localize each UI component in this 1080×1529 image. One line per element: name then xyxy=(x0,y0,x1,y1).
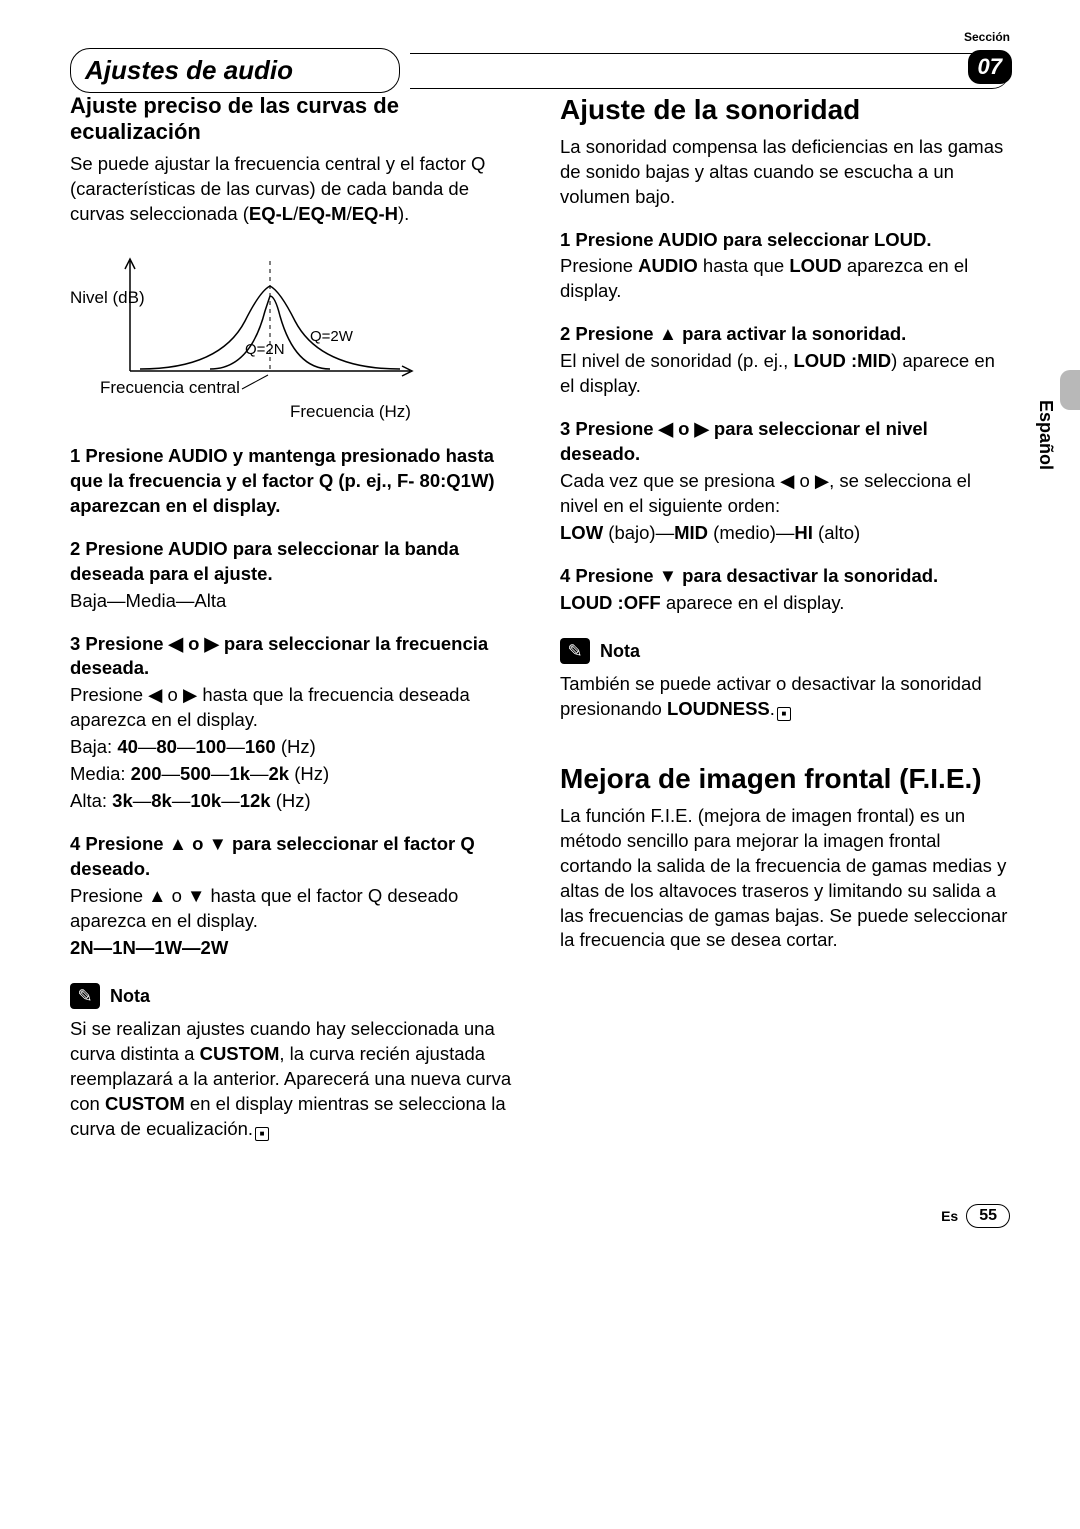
right-step-3-levels: LOW (bajo)—MID (medio)—HI (alto) xyxy=(560,521,1010,546)
right-step-1-body: Presione AUDIO hasta que LOUD aparezca e… xyxy=(560,254,1010,304)
left-step-3-alta: Alta: 3k—8k—10k—12k (Hz) xyxy=(70,789,520,814)
right-step-3: 3 Presione ◀ o ▶ para seleccionar el niv… xyxy=(560,417,1010,467)
footer-lang: Es xyxy=(941,1208,958,1224)
left-step-1: 1 Presione AUDIO y mantenga presionado h… xyxy=(70,444,520,519)
nota-label-right: Nota xyxy=(600,641,640,662)
left-nota-body: Si se realizan ajustes cuando hay selecc… xyxy=(70,1017,520,1142)
eq-curve-diagram: Nivel (dB) Q=2N Q=2W Frecuencia central … xyxy=(70,241,520,426)
right-nota-body: También se puede activar o desactivar la… xyxy=(560,672,1010,722)
language-label: Español xyxy=(1035,400,1056,470)
diagram-label-q2n: Q=2N xyxy=(245,341,285,358)
right-step-3-body: Cada vez que se presiona ◀ o ▶, se selec… xyxy=(560,469,1010,519)
left-step-4-values: 2N—1N—1W—2W xyxy=(70,936,520,961)
nota-label: Nota xyxy=(110,986,150,1007)
end-mark-icon: ■ xyxy=(777,707,791,721)
right-step-2-body: El nivel de sonoridad (p. ej., LOUD :MID… xyxy=(560,349,1010,399)
diagram-label-q2w: Q=2W xyxy=(310,328,354,345)
left-step-3: 3 Presione ◀ o ▶ para seleccionar la fre… xyxy=(70,632,520,682)
right-step-1: 1 Presione AUDIO para seleccionar LOUD. xyxy=(560,228,1010,253)
left-step-3-body: Presione ◀ o ▶ hasta que la frecuencia d… xyxy=(70,683,520,733)
right-heading-sonoridad: Ajuste de la sonoridad xyxy=(560,93,1010,127)
end-mark-icon: ■ xyxy=(255,1127,269,1141)
diagram-label-fhz: Frecuencia (Hz) xyxy=(290,402,411,421)
right-step-2: 2 Presione ▲ para activar la sonoridad. xyxy=(560,322,1010,347)
left-step-3-baja: Baja: 40—80—100—160 (Hz) xyxy=(70,735,520,760)
page-number: 55 xyxy=(966,1204,1010,1228)
nota-row: ✎ Nota xyxy=(70,983,520,1009)
pencil-icon: ✎ xyxy=(560,638,590,664)
header-rule: 07 xyxy=(410,53,1010,89)
left-heading: Ajuste preciso de las curvas de ecualiza… xyxy=(70,93,520,146)
diagram-label-nivel: Nivel (dB) xyxy=(70,288,145,307)
nota-row-right: ✎ Nota xyxy=(560,638,1010,664)
left-column: Ajuste preciso de las curvas de ecualiza… xyxy=(70,93,520,1144)
right-heading-fie: Mejora de imagen frontal (F.I.E.) xyxy=(560,762,1010,796)
side-tab xyxy=(1060,370,1080,410)
left-step-3-media: Media: 200—500—1k—2k (Hz) xyxy=(70,762,520,787)
right-column: Ajuste de la sonoridad La sonoridad comp… xyxy=(560,93,1010,1144)
left-step-2: 2 Presione AUDIO para seleccionar la ban… xyxy=(70,537,520,587)
page-title: Ajustes de audio xyxy=(70,48,400,93)
left-step-4: 4 Presione ▲ o ▼ para seleccionar el fac… xyxy=(70,832,520,882)
footer: Es 55 xyxy=(70,1204,1010,1228)
section-label: Sección xyxy=(70,30,1010,44)
header: Sección Ajustes de audio 07 xyxy=(70,30,1010,93)
right-step-4: 4 Presione ▼ para desactivar la sonorida… xyxy=(560,564,1010,589)
pencil-icon: ✎ xyxy=(70,983,100,1009)
right-step-4-body: LOUD :OFF aparece en el display. xyxy=(560,591,1010,616)
right-intro: La sonoridad compensa las deficiencias e… xyxy=(560,135,1010,210)
left-step-4-body: Presione ▲ o ▼ hasta que el factor Q des… xyxy=(70,884,520,934)
section-number-badge: 07 xyxy=(968,50,1012,84)
diagram-label-fc: Frecuencia central xyxy=(100,378,240,397)
left-intro: Se puede ajustar la frecuencia central y… xyxy=(70,152,520,227)
left-step-2-body: Baja—Media—Alta xyxy=(70,589,520,614)
right-fie-body: La función F.I.E. (mejora de imagen fron… xyxy=(560,804,1010,954)
